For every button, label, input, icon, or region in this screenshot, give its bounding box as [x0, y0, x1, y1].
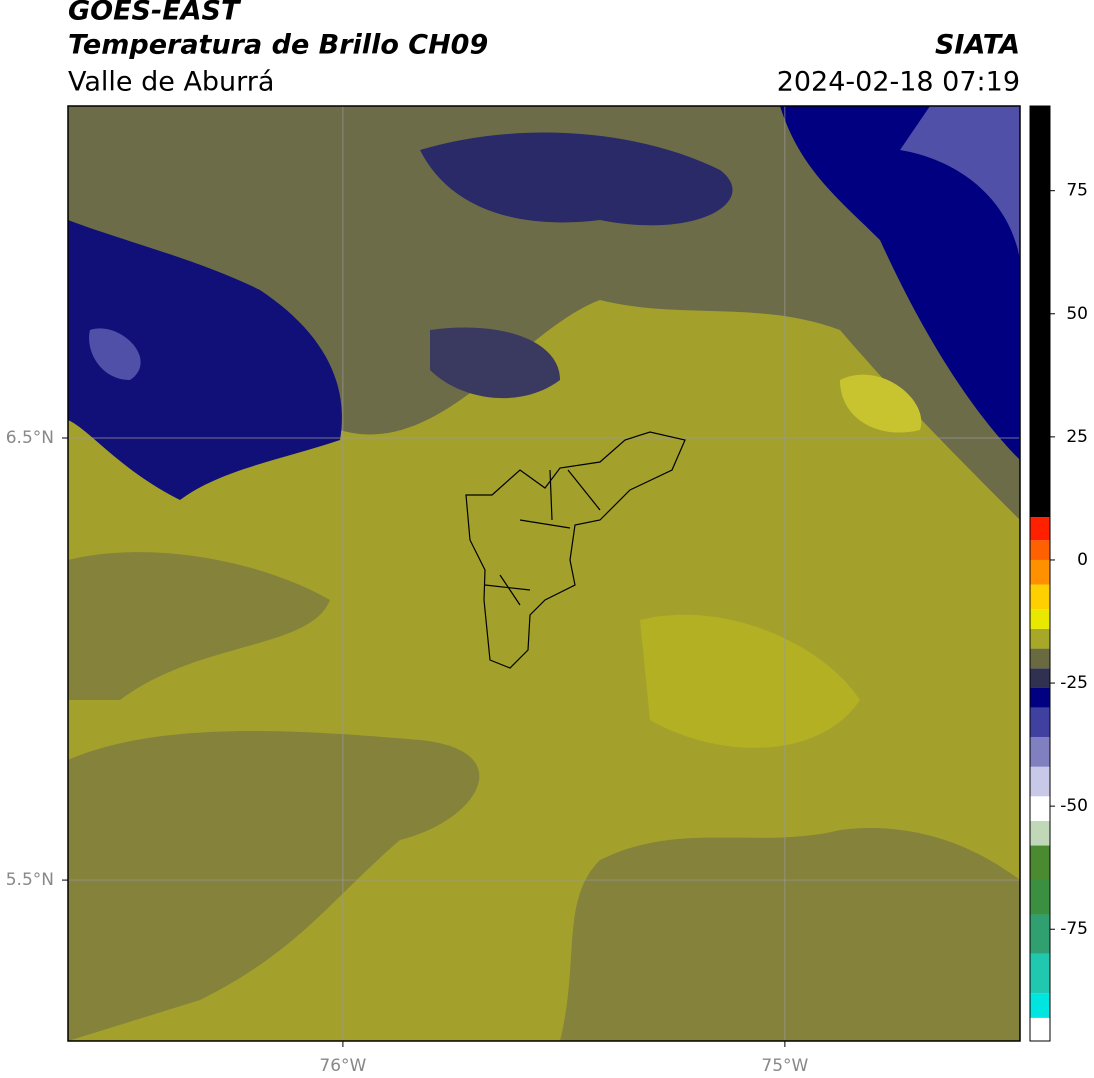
region: Valle de Aburrá	[68, 67, 274, 98]
colorbar-tick-label: 50	[1066, 304, 1088, 324]
y-tick-label: 5.5°N	[6, 870, 54, 890]
colorbar-tick-label: 0	[1077, 550, 1088, 570]
colorbar-band	[1030, 953, 1050, 994]
x-tick-label: 76°W	[319, 1056, 366, 1076]
colorbar-band	[1030, 707, 1050, 738]
colorbar-band	[1030, 879, 1050, 915]
boundary	[465, 431, 686, 669]
colorbar-tick-label: 75	[1066, 181, 1088, 201]
colorbar-band	[1030, 914, 1050, 954]
map-frame	[67, 105, 1021, 1042]
colorbar-band	[1030, 687, 1050, 708]
colorbar-band	[1030, 540, 1050, 560]
imagery	[68, 106, 1020, 1041]
subtitle: Temperatura de Brillo CH09	[68, 30, 488, 61]
colorbar-tick-label: -50	[1060, 796, 1088, 816]
x-tick-label: 75°W	[761, 1056, 808, 1076]
colorbar-band	[1030, 668, 1050, 688]
colorbar-tick-label: 25	[1066, 427, 1088, 447]
colorbar-band	[1030, 737, 1050, 767]
colorbar-band	[1030, 517, 1050, 541]
colorbar-band	[1030, 993, 1050, 1018]
colorbar-band	[1030, 796, 1050, 821]
colorbar-band	[1030, 628, 1050, 649]
title: GOES-EAST	[68, 0, 242, 27]
colorbar-band	[1030, 648, 1050, 669]
colorbar-band	[1030, 559, 1050, 585]
colorbar-band	[1030, 845, 1050, 880]
colorbar-band	[1030, 766, 1050, 797]
colorbar-band	[1030, 1017, 1050, 1041]
source: SIATA	[935, 30, 1020, 61]
colorbar-band	[1030, 106, 1050, 518]
colorbar-frame	[1029, 105, 1051, 1042]
datetime: 2024-02-18 07:19	[777, 67, 1020, 98]
colorbar-tick-label: -75	[1060, 919, 1088, 939]
colorbar-tick-label: -25	[1060, 673, 1088, 693]
colorbar-band	[1030, 609, 1050, 629]
y-tick-label: 6.5°N	[6, 428, 54, 448]
colorbar-band	[1030, 584, 1050, 610]
colorbar-band	[1030, 820, 1050, 846]
